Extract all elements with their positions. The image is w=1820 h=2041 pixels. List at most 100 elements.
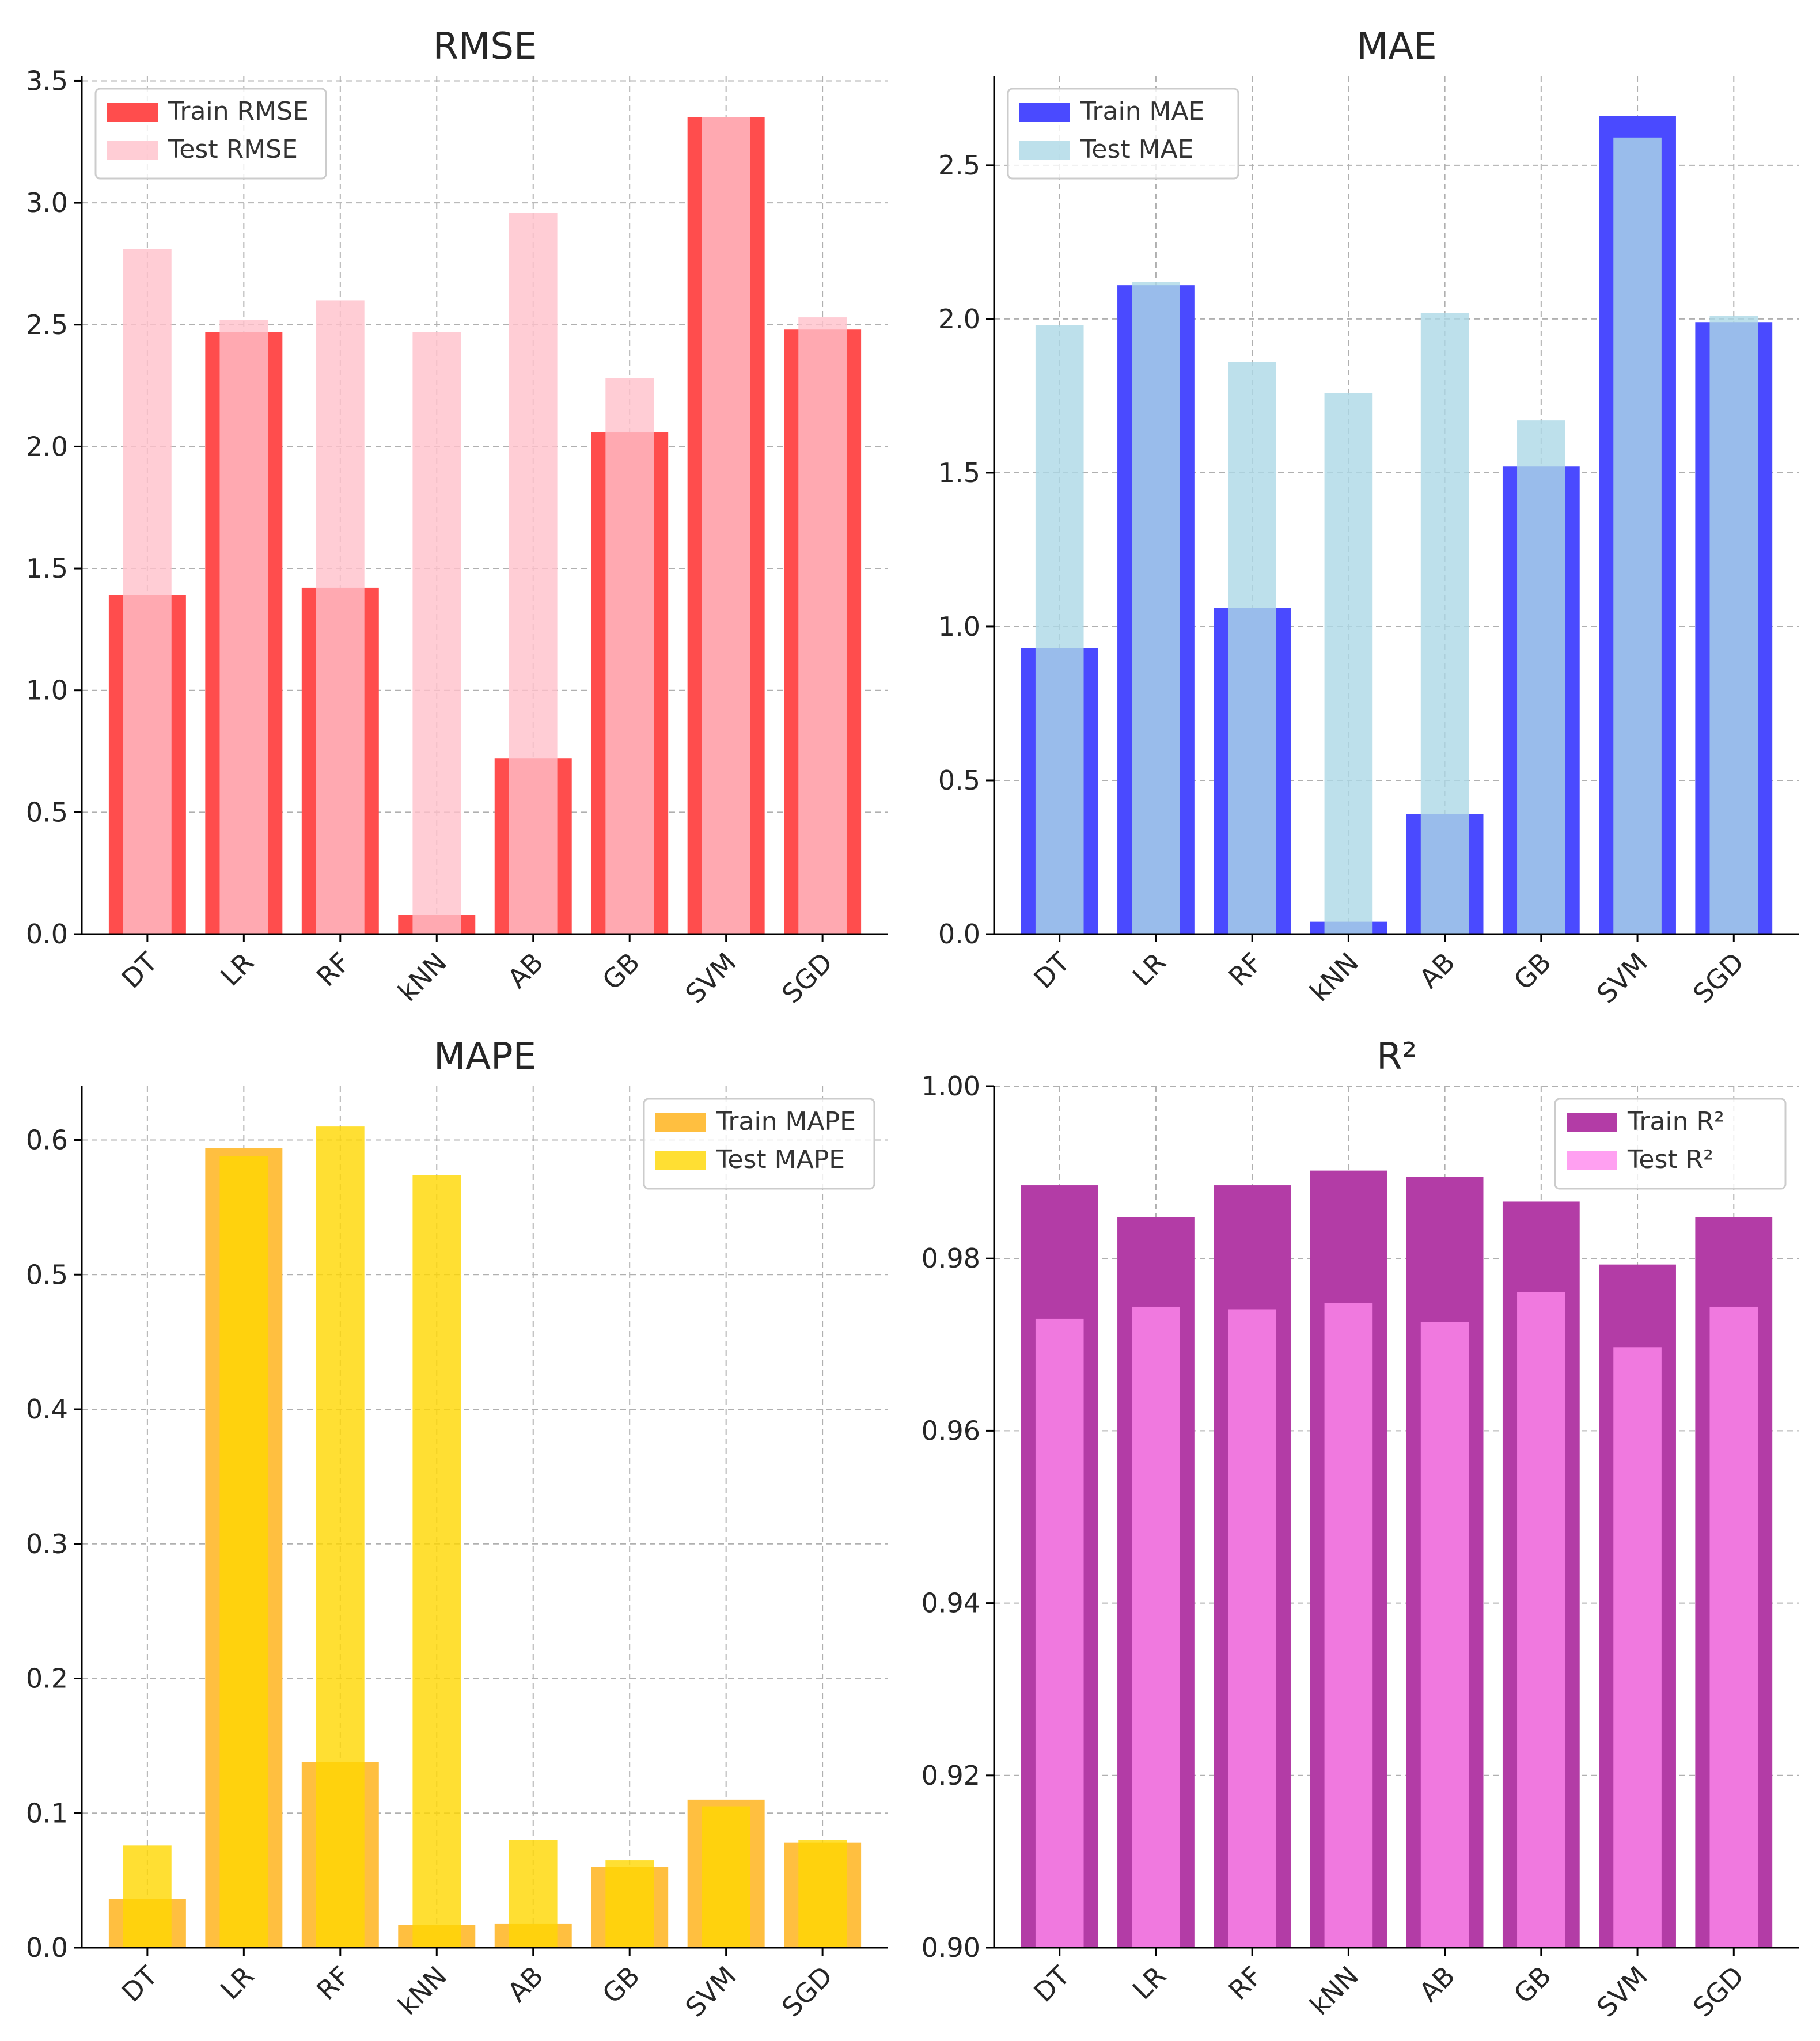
bar-test-mape-svm — [702, 1806, 750, 1948]
bar-test-mape-dt — [123, 1845, 172, 1948]
bar-test-mape-gb — [605, 1860, 654, 1948]
bar-test-mape-sgd — [798, 1840, 847, 1948]
axis-spines — [81, 76, 888, 935]
x-tick-label: DT — [116, 946, 164, 995]
axis-spines — [993, 1086, 1799, 1949]
chart-title: MAPE — [434, 1035, 536, 1078]
x-tick-label: kNN — [1303, 947, 1364, 1008]
bar-test-rmse-lr — [219, 320, 268, 935]
x-tick-label: RF — [310, 1960, 356, 2006]
y-tick-label: 0.96 — [922, 1415, 980, 1446]
x-tick-label: AB — [1413, 1960, 1461, 2008]
legend-label: Train MAPE — [716, 1107, 856, 1136]
x-axis: DT LR RF kNN AB GB SVM SGD — [116, 934, 839, 1010]
y-tick-label: 1.5 — [938, 457, 980, 488]
y-tick-label: 0.4 — [26, 1394, 68, 1425]
y-tick-label: 0.0 — [26, 1932, 68, 1963]
y-tick-label: 0.94 — [922, 1588, 980, 1619]
legend: Train MAE Test MAE — [1007, 88, 1239, 180]
x-tick-label: AB — [1413, 947, 1461, 995]
x-tick-label: RF — [310, 947, 356, 992]
legend-swatch — [655, 1151, 706, 1170]
y-tick-label: 0.5 — [938, 765, 980, 796]
bar-test-r--rf — [1228, 1309, 1276, 1948]
y-tick-label: 2.0 — [26, 431, 68, 462]
x-tick-label: GB — [596, 1960, 646, 2010]
gridlines — [994, 76, 1799, 935]
y-tick-label: 0.98 — [922, 1243, 980, 1274]
x-tick-label: LR — [214, 1960, 260, 2006]
legend-swatch — [1567, 1113, 1617, 1132]
x-tick-label: LR — [1127, 947, 1172, 992]
x-tick-label: SGD — [776, 947, 839, 1010]
legend-label: Test R² — [1627, 1145, 1713, 1174]
bar-test-r--knn — [1324, 1303, 1373, 1948]
x-tick-label: LR — [214, 947, 260, 992]
bar-test-mape-ab — [509, 1840, 558, 1948]
x-tick-label: RF — [1222, 1960, 1268, 2006]
x-tick-label: SGD — [1687, 947, 1750, 1010]
y-tick-label: 2.0 — [938, 304, 980, 335]
legend: Train RMSE Test RMSE — [94, 88, 327, 180]
x-tick-label: DT — [1027, 1960, 1076, 2008]
bar-test-mape-knn — [412, 1175, 461, 1948]
y-tick-label: 0.0 — [26, 919, 68, 950]
chart-2-panel: MAPE 0.0 0.1 0.2 0.3 0.4 0.5 0.6 DT LR RF kNN AB GB SV… — [26, 1035, 888, 2023]
bar-test-mape-rf — [316, 1126, 365, 1948]
axis-spines — [993, 76, 1799, 935]
legend-label: Train RMSE — [168, 97, 309, 126]
y-axis: 0.0 0.5 1.0 1.5 2.0 2.5 — [938, 150, 994, 950]
y-axis: 0.0 0.1 0.2 0.3 0.4 0.5 0.6 — [26, 1125, 82, 1963]
chart-1-panel: MAE 0.0 0.5 1.0 1.5 2.0 2.5 DT LR RF kNN AB GB SVM SGD… — [938, 25, 1799, 1010]
y-tick-label: 2.5 — [938, 150, 980, 181]
legend: Train MAPE Test MAPE — [643, 1098, 875, 1190]
y-tick-label: 0.5 — [26, 1259, 68, 1290]
bar-test-mae-lr — [1132, 282, 1180, 935]
y-tick-label: 0.2 — [26, 1663, 68, 1694]
legend-label: Test MAPE — [716, 1145, 845, 1174]
bar-test-r--lr — [1132, 1306, 1180, 1948]
bars — [108, 117, 862, 935]
bar-test-rmse-sgd — [798, 317, 847, 934]
x-tick-label: kNN — [1303, 1960, 1364, 2021]
x-tick-label: RF — [1222, 947, 1268, 992]
x-tick-label: DT — [116, 1960, 164, 2008]
chart-0-panel: RMSE 0.0 0.5 1.0 1.5 2.0 2.5 3.0 3.5 DT LR RF kNN AB G… — [26, 25, 888, 1010]
y-tick-label: 0.5 — [26, 796, 68, 828]
bars — [1021, 116, 1773, 935]
bar-test-r--gb — [1517, 1292, 1565, 1948]
x-tick-label: DT — [1027, 946, 1076, 995]
legend-swatch — [655, 1113, 706, 1132]
bar-test-mae-ab — [1420, 313, 1469, 934]
x-tick-label: kNN — [392, 1960, 453, 2021]
bar-test-mae-rf — [1228, 362, 1276, 934]
bar-test-rmse-svm — [702, 117, 750, 935]
bars — [1021, 1170, 1773, 1948]
bar-test-rmse-gb — [605, 378, 654, 934]
x-axis: DT LR RF kNN AB GB SVM SGD — [1027, 934, 1750, 1010]
legend-label: Test RMSE — [168, 135, 298, 164]
x-tick-label: SGD — [776, 1960, 839, 2023]
x-tick-label: GB — [1508, 1960, 1557, 2010]
legend-swatch — [107, 141, 158, 160]
x-axis: DT LR RF kNN AB GB SVM SGD — [1027, 1948, 1750, 2023]
legend-swatch — [1019, 103, 1070, 122]
bar-test-rmse-knn — [412, 332, 461, 934]
chart-title: RMSE — [433, 25, 537, 68]
y-tick-label: 1.0 — [938, 611, 980, 642]
x-tick-label: kNN — [392, 947, 453, 1008]
x-tick-label: SVM — [679, 947, 742, 1010]
legend: Train R² Test R² — [1554, 1098, 1787, 1190]
legend-swatch — [107, 103, 158, 122]
bar-test-mae-sgd — [1709, 316, 1758, 935]
x-tick-label: GB — [1508, 947, 1557, 996]
x-tick-label: AB — [502, 947, 549, 995]
legend-swatch — [1567, 1151, 1617, 1170]
chart-3-panel: R² 0.90 0.92 0.94 0.96 0.98 1.00 DT LR RF kNN AB GB S… — [922, 1035, 1799, 2023]
bar-test-r--sgd — [1709, 1306, 1758, 1948]
y-axis: 0.90 0.92 0.94 0.96 0.98 1.00 — [922, 1071, 994, 1963]
bar-test-rmse-rf — [316, 300, 365, 934]
y-tick-label: 0.90 — [922, 1932, 980, 1963]
y-tick-label: 0.1 — [26, 1797, 68, 1828]
